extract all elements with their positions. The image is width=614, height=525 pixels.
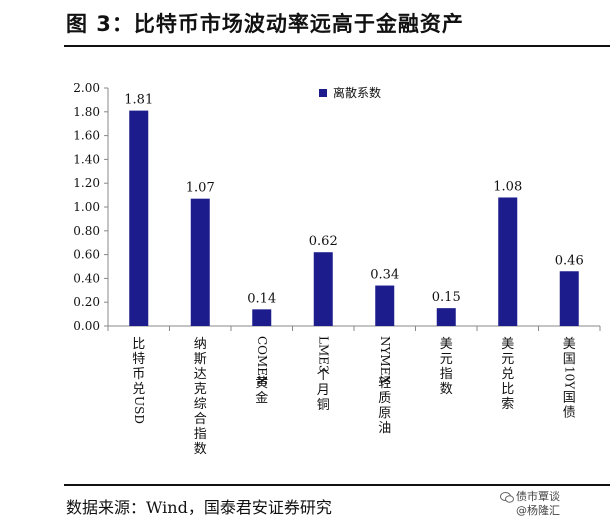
y-tick-label: 0.80 [73,224,100,238]
x-tick-label-char: 铜 [317,398,330,413]
y-tick-label: 1.60 [73,129,100,143]
wechat-icon [500,491,514,503]
x-tick-label-char: 指 [194,427,207,442]
x-tick-label-char: 合 [194,412,207,427]
data-label: 1.08 [493,179,522,194]
data-label: 0.14 [247,291,276,306]
source-note: 数据来源：Wind，国泰君安证券研究 [66,498,332,517]
bar [559,271,579,326]
data-label: 0.62 [309,234,338,249]
x-tick-label-char: 元 [440,352,453,367]
bar [190,198,210,326]
x-tick-label-char: 月 [317,383,330,398]
x-tick-label-latin: COMEX [255,336,269,385]
data-label: 1.81 [124,93,153,108]
x-tick-label-char: 个 [317,368,330,383]
y-tick-label: 1.20 [73,176,100,190]
x-tick-label-char: 索 [501,397,514,412]
y-tick-label: 0.40 [73,271,100,285]
watermark: 债市覃谈 @杨隆汇 [500,490,560,518]
x-tick-label-char: 综 [194,397,207,412]
x-tick-label-char: 比 [132,337,145,352]
x-tick-label-latin: USD [132,396,146,424]
x-tick-label-char: 指 [440,367,453,382]
y-tick-label: 0.20 [73,295,100,309]
bar [313,252,333,326]
bar [498,197,518,326]
bar [252,309,272,326]
x-tick-label-char: 国 [563,390,576,405]
x-tick-label-char: 黄 [255,376,268,391]
y-tick-label: 1.00 [73,200,100,214]
x-tick-label-char: 斯 [194,352,207,367]
watermark-name: 债市覃谈 [516,490,560,503]
x-tick-label-char: 原 [378,406,391,421]
bar-chart: 0.00 0.20 0.40 0.60 0.80 1.00 1.20 1.40 1.60 1.80… [73,81,601,457]
legend-swatch [319,89,327,97]
x-tick-label-char: 达 [194,367,207,382]
x-tick-label-latin: NYMEX [378,336,392,384]
x-tick-label-char: 数 [440,382,453,397]
watermark-handle: @杨隆汇 [516,504,560,517]
x-tick-label-char: 纳 [194,337,207,352]
x-tick-label-char: 比 [501,382,514,397]
x-tick-label-char: 币 [132,367,145,382]
y-tick-label: 1.80 [73,105,100,119]
x-tick-label-char: 特 [132,352,145,367]
x-tick-label-char: 轻 [378,376,391,391]
figure-title: 图 3：比特币市场波动率远高于金融资产 [66,12,464,36]
data-label: 1.07 [186,181,215,196]
y-tick-label: 0.00 [73,319,100,333]
x-tick-label-char: 油 [378,421,391,436]
data-label: 0.34 [370,268,399,283]
bottom-rule [64,484,610,486]
legend-label: 离散系数 [333,85,381,100]
x-tick-label-char: 金 [255,390,268,406]
x-tick-label-char: 债 [563,405,576,420]
data-label: 0.46 [555,253,584,268]
bar [436,308,456,326]
top-rule [64,45,610,47]
x-tick-label-char: 美 [501,337,514,352]
x-tick-label-char: 数 [194,442,207,457]
x-tick-label-char: 兑 [501,367,514,382]
bar [129,110,149,326]
x-tick-label-char: 兑 [132,382,145,397]
data-label: 0.15 [432,290,461,305]
y-tick-label: 1.40 [73,152,100,166]
x-tick-label-char: 克 [194,382,207,397]
bar [375,285,395,326]
x-tick-label-char: 美 [563,337,576,352]
x-tick-label-char: 美 [440,337,453,352]
y-tick-label: 2.00 [73,81,100,95]
x-tick-label-char: 元 [501,352,514,367]
y-tick-label: 0.60 [73,248,100,262]
x-tick-label-char: 国 [563,352,576,367]
x-tick-label-latin: 10Y [562,366,576,390]
x-tick-label-latin: LME3 [316,336,330,373]
x-tick-label-char: 质 [378,391,391,406]
